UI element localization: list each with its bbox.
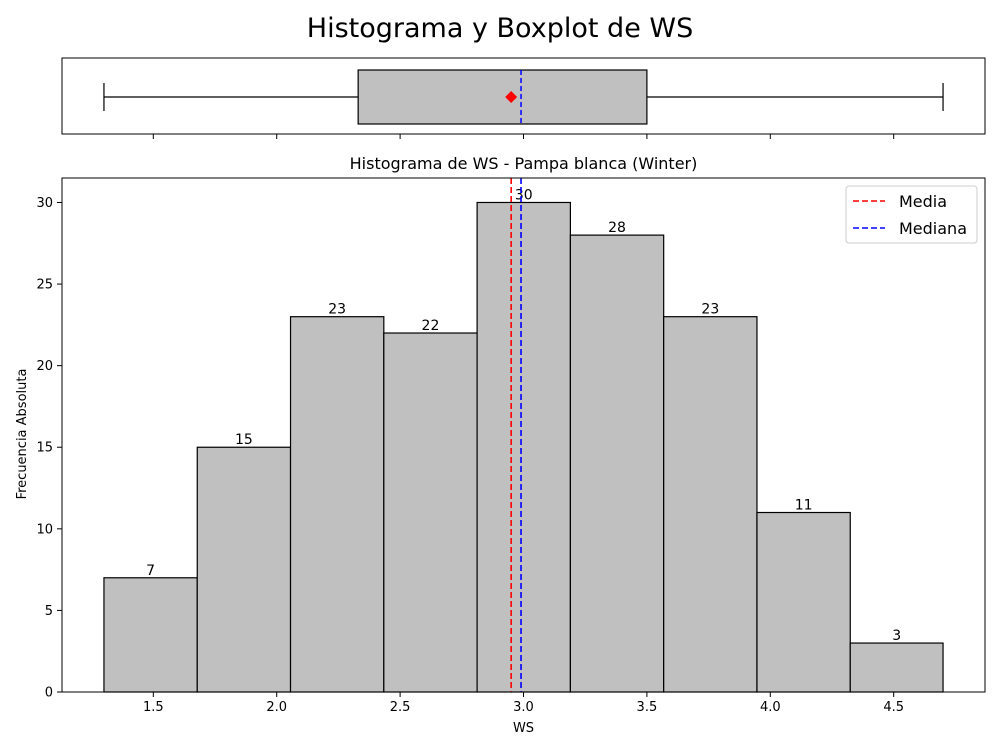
bar-value-label: 11 <box>795 498 813 514</box>
histogram-bar <box>849 642 944 693</box>
histogram-bar <box>756 511 851 693</box>
legend-label: Media <box>899 192 947 211</box>
x-tick-label: 1.5 <box>143 700 164 715</box>
y-tick-label: 5 <box>45 604 53 619</box>
x-tick-label: 2.5 <box>390 700 411 715</box>
y-tick-label: 15 <box>36 441 53 456</box>
y-tick-label: 10 <box>36 522 53 537</box>
x-tick-label: 4.5 <box>883 700 904 715</box>
x-tick-label: 3.5 <box>637 700 658 715</box>
histogram-bar <box>196 446 292 693</box>
bar-value-label: 22 <box>422 318 440 334</box>
legend: Media Mediana <box>845 185 978 244</box>
bar-value-label: 28 <box>608 220 626 236</box>
legend-label: Mediana <box>899 219 967 238</box>
bar-value-label: 3 <box>892 628 901 644</box>
histogram-panel: Histograma de WS - Pampa blanca (Winter)… <box>15 154 986 736</box>
y-axis-label: Frecuencia Absoluta <box>15 369 30 500</box>
y-tick-label: 30 <box>36 196 53 211</box>
boxplot-mean-marker <box>505 91 518 103</box>
y-tick-label: 20 <box>36 359 53 374</box>
bar-value-label: 7 <box>146 563 155 579</box>
figure-suptitle: Histograma y Boxplot de WS <box>307 13 693 44</box>
histogram-bar <box>383 332 478 693</box>
bar-value-label: 30 <box>515 187 533 203</box>
histogram-bar <box>103 577 198 693</box>
boxplot-panel <box>61 57 986 139</box>
bar-value-label: 23 <box>328 302 346 318</box>
y-tick-label: 25 <box>36 278 53 293</box>
y-tick-label: 0 <box>45 686 53 701</box>
x-axis-label: WS <box>513 721 534 736</box>
x-tick-label: 4.0 <box>760 700 781 715</box>
bar-value-label: 23 <box>701 302 719 318</box>
x-tick-label: 2.0 <box>266 700 287 715</box>
bar-value-label: 15 <box>235 432 253 448</box>
x-tick-label: 3.0 <box>513 700 534 715</box>
histogram-bar <box>569 234 665 693</box>
legend-frame <box>845 185 978 244</box>
histogram-title: Histograma de WS - Pampa blanca (Winter) <box>350 154 698 173</box>
histogram-bar <box>476 201 571 693</box>
histogram-bar <box>289 316 385 693</box>
histogram-bar <box>663 316 758 693</box>
boxplot-box <box>357 69 648 125</box>
